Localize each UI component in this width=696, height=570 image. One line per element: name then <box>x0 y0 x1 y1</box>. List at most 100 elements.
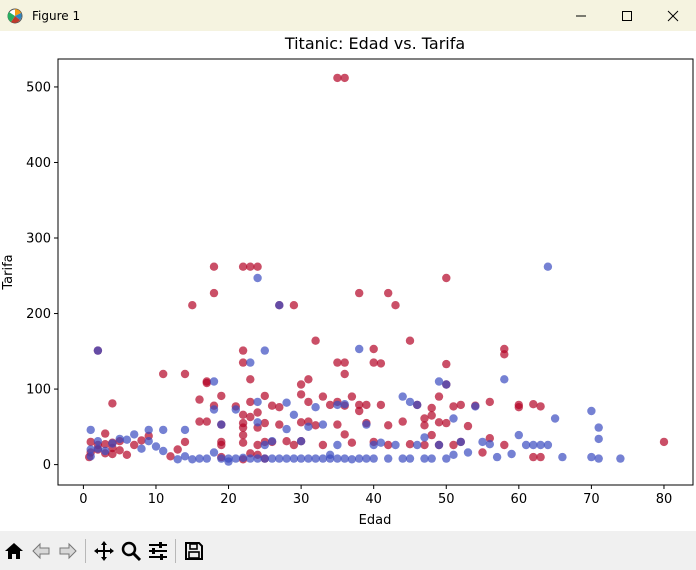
data-point <box>311 336 320 345</box>
data-point <box>246 412 255 422</box>
x-tick-label: 0 <box>79 492 87 507</box>
data-point <box>529 452 538 462</box>
save-button[interactable] <box>181 538 207 564</box>
data-point <box>362 420 371 429</box>
data-point <box>355 344 364 354</box>
data-point <box>195 395 204 404</box>
back-button[interactable] <box>28 538 54 564</box>
data-point <box>311 421 320 430</box>
zoom-button[interactable] <box>118 538 144 564</box>
data-point <box>180 425 190 435</box>
y-axis-label: Tarifa <box>1 254 16 290</box>
data-point <box>246 262 255 271</box>
pan-button[interactable] <box>91 538 117 564</box>
data-point <box>122 435 132 444</box>
data-point <box>238 410 248 419</box>
data-point <box>318 420 328 429</box>
data-point <box>289 301 299 310</box>
data-point <box>340 454 349 463</box>
data-point <box>238 358 248 367</box>
data-point <box>151 442 161 451</box>
data-point <box>362 400 371 410</box>
data-point <box>318 392 328 401</box>
data-point <box>536 440 545 450</box>
y-tick-label: 100 <box>26 383 51 398</box>
save-icon <box>185 541 203 560</box>
x-axis-label: Edad <box>359 513 392 528</box>
data-point <box>543 262 553 271</box>
data-point <box>434 392 444 401</box>
close-button[interactable] <box>650 0 696 31</box>
data-point <box>304 422 313 431</box>
x-tick-label: 70 <box>583 492 600 507</box>
x-tick-label: 80 <box>656 492 673 507</box>
data-point <box>231 454 240 463</box>
minimize-button[interactable] <box>558 0 604 31</box>
axes-frame <box>57 58 694 486</box>
data-point <box>296 390 306 399</box>
home-button[interactable] <box>1 538 27 564</box>
data-point <box>333 454 342 463</box>
data-point <box>267 454 277 463</box>
data-point <box>282 424 291 434</box>
x-tick-label: 40 <box>365 492 382 507</box>
data-point <box>253 262 262 271</box>
configure-subplots-icon <box>149 541 167 560</box>
data-point <box>616 454 625 463</box>
data-point <box>587 406 596 416</box>
data-point <box>296 454 306 463</box>
data-point <box>311 454 320 463</box>
data-point <box>304 375 313 384</box>
data-point <box>514 430 523 440</box>
data-point <box>376 400 386 410</box>
data-point <box>325 400 335 410</box>
data-point <box>217 454 226 463</box>
minimize-icon <box>576 15 586 16</box>
maximize-button[interactable] <box>604 0 650 31</box>
data-point <box>333 73 342 83</box>
data-point <box>492 452 502 462</box>
plot-area[interactable]: Titanic: Edad vs. Tarifa 0 10 20 30 40 50 60 70… <box>0 31 696 531</box>
data-point <box>369 344 378 354</box>
configure-subplots-button[interactable] <box>145 538 171 564</box>
forward-button[interactable] <box>55 538 81 564</box>
data-point <box>405 397 415 407</box>
scatter-chart: Titanic: Edad vs. Tarifa 0 10 20 30 40 50 60 70… <box>1 34 694 528</box>
data-point <box>260 440 269 450</box>
data-point <box>449 402 458 411</box>
data-point <box>529 400 538 409</box>
data-point <box>86 437 95 447</box>
data-point <box>159 369 168 379</box>
data-point <box>246 358 255 367</box>
data-point <box>238 423 248 432</box>
data-point <box>478 448 487 457</box>
data-point <box>289 410 299 419</box>
data-point <box>275 420 284 429</box>
data-point <box>238 430 248 440</box>
data-point <box>108 439 117 448</box>
data-point <box>427 403 436 413</box>
data-point <box>202 378 211 388</box>
toolbar-separator <box>85 538 86 563</box>
data-point <box>209 405 219 414</box>
back-icon <box>32 542 50 559</box>
data-point <box>253 397 262 407</box>
data-point <box>188 301 197 310</box>
data-point <box>333 420 342 429</box>
data-point <box>173 445 182 454</box>
data-point <box>180 369 190 379</box>
data-point <box>347 455 357 464</box>
data-point <box>289 440 299 450</box>
data-point <box>115 434 124 444</box>
data-point <box>122 450 132 459</box>
data-point <box>550 414 560 423</box>
data-point <box>485 434 494 443</box>
data-point <box>333 400 342 410</box>
data-point <box>195 454 204 463</box>
data-point <box>296 418 306 427</box>
data-point <box>86 445 95 454</box>
data-point <box>246 397 255 407</box>
data-point <box>101 429 110 438</box>
data-point <box>521 440 531 450</box>
data-point <box>231 405 240 414</box>
